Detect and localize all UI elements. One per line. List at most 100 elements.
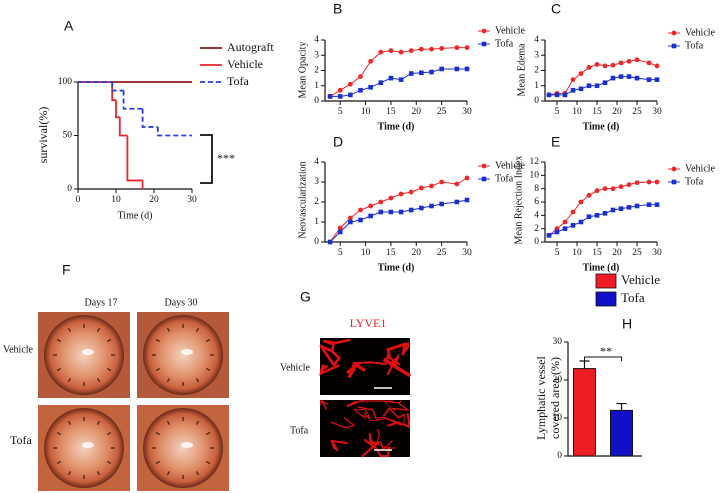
marker	[388, 195, 394, 201]
legend-marker	[481, 28, 487, 34]
marker	[570, 223, 576, 228]
marker	[378, 80, 384, 85]
y-tick-label: 3	[314, 50, 319, 60]
marker	[570, 88, 576, 93]
marker	[419, 70, 424, 76]
marker	[418, 46, 424, 52]
marker	[618, 184, 624, 190]
marker	[408, 71, 414, 76]
marker	[594, 62, 600, 67]
marker	[347, 215, 353, 221]
x-tick-label: 25	[437, 248, 447, 258]
x-tick-label: 25	[437, 107, 447, 117]
legend-label: Vehicle	[495, 25, 526, 36]
y-tick-label: 0	[557, 451, 562, 461]
marker	[368, 58, 374, 64]
marker	[337, 225, 343, 231]
legend-marker	[671, 43, 677, 49]
annotation: ***	[217, 151, 235, 165]
marker	[570, 77, 576, 83]
vessel	[320, 399, 329, 410]
vessel	[330, 417, 356, 429]
marker	[429, 203, 434, 209]
panel-label: D	[333, 134, 343, 150]
legend-marker	[671, 166, 677, 172]
marker	[408, 207, 414, 213]
marker	[464, 45, 470, 51]
suture	[107, 338, 112, 343]
legend-label: Vehicle	[621, 272, 660, 287]
photo-grid	[38, 312, 229, 491]
vessel	[363, 412, 405, 426]
x-tick-label: 20	[612, 248, 622, 258]
suture	[96, 378, 101, 383]
marker	[646, 60, 652, 66]
marker	[378, 209, 384, 215]
marker	[454, 66, 460, 72]
marker	[368, 84, 373, 90]
bar	[573, 368, 596, 457]
suture	[96, 327, 101, 332]
suture	[206, 367, 211, 372]
x-axis-label: Time (d)	[583, 121, 620, 132]
x-tick-label: 5	[338, 107, 343, 117]
marker	[348, 219, 353, 225]
x-tick-label: 30	[462, 248, 472, 258]
y-tick-label: 30	[553, 337, 563, 347]
marker	[578, 199, 584, 205]
marker	[610, 186, 616, 192]
marker	[368, 213, 373, 219]
y-tick-label: 4	[314, 35, 319, 45]
marker	[378, 49, 384, 55]
error-bar	[616, 402, 627, 411]
suture	[107, 460, 112, 465]
x-axis-label: Time (d)	[118, 210, 153, 221]
marker	[578, 86, 584, 92]
suture	[206, 431, 211, 436]
marker	[337, 94, 343, 99]
marker	[429, 183, 434, 189]
vessel	[386, 342, 410, 360]
marker	[439, 201, 444, 207]
suture	[206, 460, 211, 465]
suture	[56, 431, 61, 436]
cornea	[143, 408, 223, 488]
marker	[610, 207, 616, 213]
vessel	[351, 354, 401, 373]
marker	[419, 205, 424, 211]
y-axis-label: Lymphatic vessel	[534, 356, 548, 440]
y-tick-label: 0	[534, 96, 539, 106]
marker	[388, 48, 394, 54]
marker	[439, 179, 445, 185]
x-tick-label: 25	[632, 248, 642, 258]
x-tick-label: 10	[572, 107, 582, 117]
marker	[610, 75, 616, 81]
panel-label: E	[551, 134, 560, 150]
marker	[570, 209, 576, 215]
y-tick-label: 4	[314, 157, 319, 167]
y-tick-label: 100	[58, 77, 73, 87]
x-tick-label: 25	[632, 107, 642, 117]
suture	[96, 420, 101, 425]
reflection	[181, 349, 193, 355]
legend-label: Vehicle	[685, 27, 716, 38]
y-tick-label: 4	[534, 35, 539, 45]
legend-marker	[481, 176, 487, 182]
marker	[464, 175, 470, 181]
x-tick-label: 5	[338, 248, 343, 258]
marker	[398, 209, 404, 215]
suture	[56, 338, 61, 343]
legend-label: Tofa	[495, 173, 514, 184]
marker	[408, 48, 414, 54]
cornea	[143, 315, 223, 395]
vessel	[365, 400, 400, 404]
suture	[107, 367, 112, 372]
x-tick-label: 0	[76, 195, 81, 205]
marker	[368, 203, 374, 209]
panel-label: H	[622, 316, 632, 332]
x-axis-label: Time (d)	[378, 121, 415, 132]
suture	[56, 460, 61, 465]
suture	[195, 327, 200, 332]
legend-label: Vehicle	[495, 160, 526, 171]
